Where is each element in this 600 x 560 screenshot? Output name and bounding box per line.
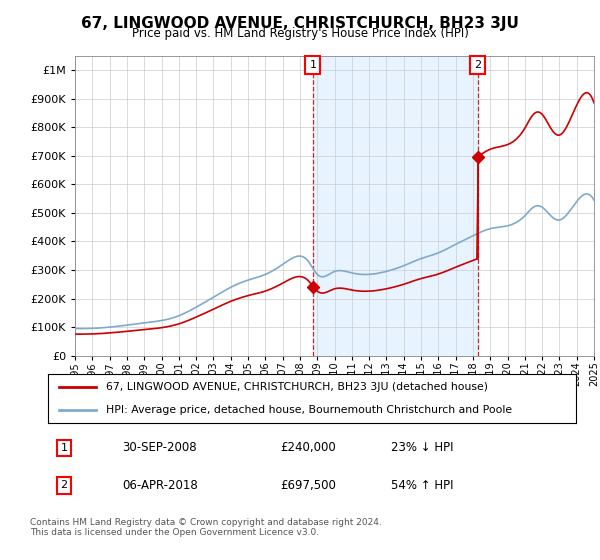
Text: HPI: Average price, detached house, Bournemouth Christchurch and Poole: HPI: Average price, detached house, Bour…	[106, 405, 512, 416]
Text: £240,000: £240,000	[280, 441, 336, 454]
Text: Contains HM Land Registry data © Crown copyright and database right 2024.
This d: Contains HM Land Registry data © Crown c…	[30, 518, 382, 538]
Text: 1: 1	[310, 60, 316, 70]
Text: 30-SEP-2008: 30-SEP-2008	[122, 441, 197, 454]
Bar	[313, 56, 478, 356]
Text: 54% ↑ HPI: 54% ↑ HPI	[391, 479, 454, 492]
Text: 67, LINGWOOD AVENUE, CHRISTCHURCH, BH23 3JU (detached house): 67, LINGWOOD AVENUE, CHRISTCHURCH, BH23 …	[106, 382, 488, 393]
Text: 06-APR-2018: 06-APR-2018	[122, 479, 197, 492]
Text: Price paid vs. HM Land Registry's House Price Index (HPI): Price paid vs. HM Land Registry's House …	[131, 27, 469, 40]
Text: 2: 2	[474, 60, 481, 70]
Text: 67, LINGWOOD AVENUE, CHRISTCHURCH, BH23 3JU: 67, LINGWOOD AVENUE, CHRISTCHURCH, BH23 …	[81, 16, 519, 31]
Text: 2: 2	[60, 480, 67, 490]
Text: 1: 1	[61, 443, 67, 453]
Text: 23% ↓ HPI: 23% ↓ HPI	[391, 441, 454, 454]
Text: £697,500: £697,500	[280, 479, 336, 492]
